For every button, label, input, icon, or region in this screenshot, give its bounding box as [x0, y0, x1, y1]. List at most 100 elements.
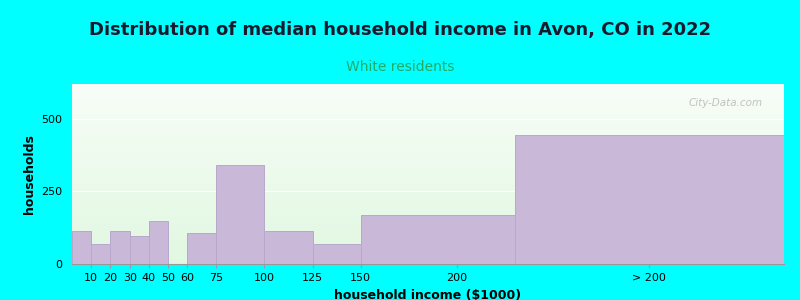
Bar: [149, 221, 168, 264]
Bar: [265, 231, 313, 264]
Bar: [72, 179, 784, 181]
Bar: [72, 203, 784, 205]
Bar: [72, 255, 784, 257]
Bar: [72, 212, 784, 214]
Bar: [72, 95, 784, 97]
Bar: [72, 201, 784, 203]
Bar: [72, 190, 784, 192]
Bar: [72, 208, 784, 210]
Bar: [72, 131, 784, 133]
Bar: [72, 246, 784, 248]
Bar: [72, 239, 784, 241]
Bar: [72, 176, 784, 178]
Bar: [72, 237, 784, 239]
Bar: [72, 165, 784, 167]
Bar: [72, 228, 784, 230]
Bar: [72, 250, 784, 251]
Bar: [72, 142, 784, 143]
Bar: [72, 106, 784, 107]
X-axis label: household income ($1000): household income ($1000): [334, 289, 522, 300]
Bar: [72, 233, 784, 235]
Bar: [72, 149, 784, 151]
Bar: [72, 107, 784, 109]
Bar: [72, 232, 784, 233]
Bar: [72, 194, 784, 196]
Bar: [72, 124, 784, 125]
Bar: [72, 91, 784, 93]
Bar: [72, 169, 784, 170]
Bar: [72, 183, 784, 185]
Bar: [216, 165, 265, 264]
Bar: [72, 86, 784, 88]
Bar: [72, 160, 784, 161]
Y-axis label: households: households: [22, 134, 35, 214]
Bar: [72, 230, 784, 232]
Bar: [72, 197, 784, 199]
Bar: [72, 147, 784, 149]
Bar: [72, 178, 784, 179]
Bar: [72, 210, 784, 212]
Bar: [72, 242, 784, 244]
Bar: [72, 192, 784, 194]
Bar: [72, 223, 784, 224]
Bar: [72, 154, 784, 156]
Bar: [514, 135, 784, 264]
Bar: [72, 244, 784, 246]
Bar: [72, 156, 784, 158]
Bar: [72, 235, 784, 237]
Bar: [72, 89, 784, 91]
Bar: [361, 215, 514, 264]
Bar: [72, 187, 784, 188]
Bar: [72, 257, 784, 259]
Bar: [72, 133, 784, 134]
Bar: [72, 102, 784, 104]
Bar: [72, 196, 784, 197]
Bar: [91, 244, 110, 264]
Bar: [72, 174, 784, 176]
Bar: [72, 259, 784, 260]
Bar: [72, 145, 784, 147]
Bar: [72, 221, 784, 223]
Bar: [72, 231, 91, 264]
Bar: [72, 262, 784, 264]
Bar: [72, 125, 784, 127]
Text: Distribution of median household income in Avon, CO in 2022: Distribution of median household income …: [89, 21, 711, 39]
Bar: [72, 241, 784, 242]
Bar: [72, 109, 784, 111]
Bar: [72, 143, 784, 145]
Bar: [72, 172, 784, 174]
Bar: [72, 113, 784, 115]
Bar: [72, 111, 784, 113]
Bar: [72, 129, 784, 131]
Bar: [72, 122, 784, 124]
Bar: [313, 244, 361, 264]
Bar: [72, 100, 784, 102]
Bar: [130, 236, 149, 264]
Bar: [72, 115, 784, 116]
Bar: [187, 232, 216, 264]
Bar: [72, 158, 784, 160]
Bar: [72, 205, 784, 206]
Bar: [72, 170, 784, 172]
Bar: [72, 219, 784, 221]
Bar: [72, 163, 784, 165]
Bar: [72, 214, 784, 215]
Bar: [72, 199, 784, 201]
Bar: [110, 231, 130, 264]
Bar: [72, 215, 784, 217]
Bar: [72, 84, 784, 86]
Bar: [72, 93, 784, 95]
Bar: [72, 118, 784, 120]
Bar: [72, 185, 784, 187]
Bar: [72, 226, 784, 228]
Bar: [72, 140, 784, 142]
Bar: [72, 161, 784, 163]
Bar: [72, 224, 784, 226]
Bar: [72, 217, 784, 219]
Bar: [72, 136, 784, 138]
Bar: [72, 152, 784, 154]
Bar: [72, 248, 784, 250]
Bar: [72, 206, 784, 208]
Text: White residents: White residents: [346, 60, 454, 74]
Bar: [72, 104, 784, 106]
